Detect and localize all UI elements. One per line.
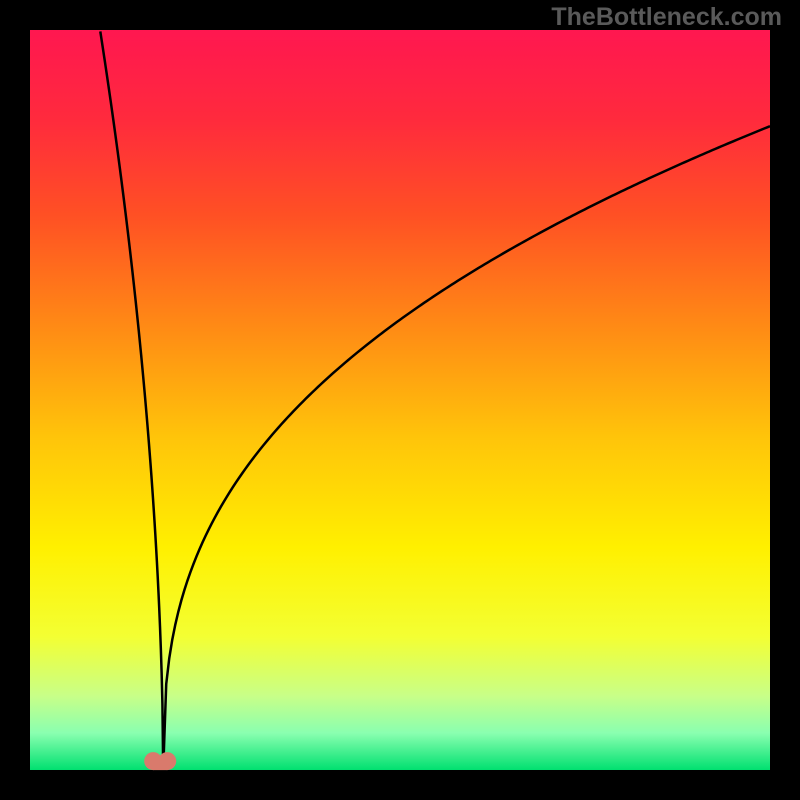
curve-overlay: [0, 0, 800, 800]
chart-container: TheBottleneck.com: [0, 0, 800, 800]
bottleneck-curve: [100, 31, 770, 770]
curve-knot-marker: [144, 752, 176, 770]
watermark-text: TheBottleneck.com: [551, 3, 782, 32]
